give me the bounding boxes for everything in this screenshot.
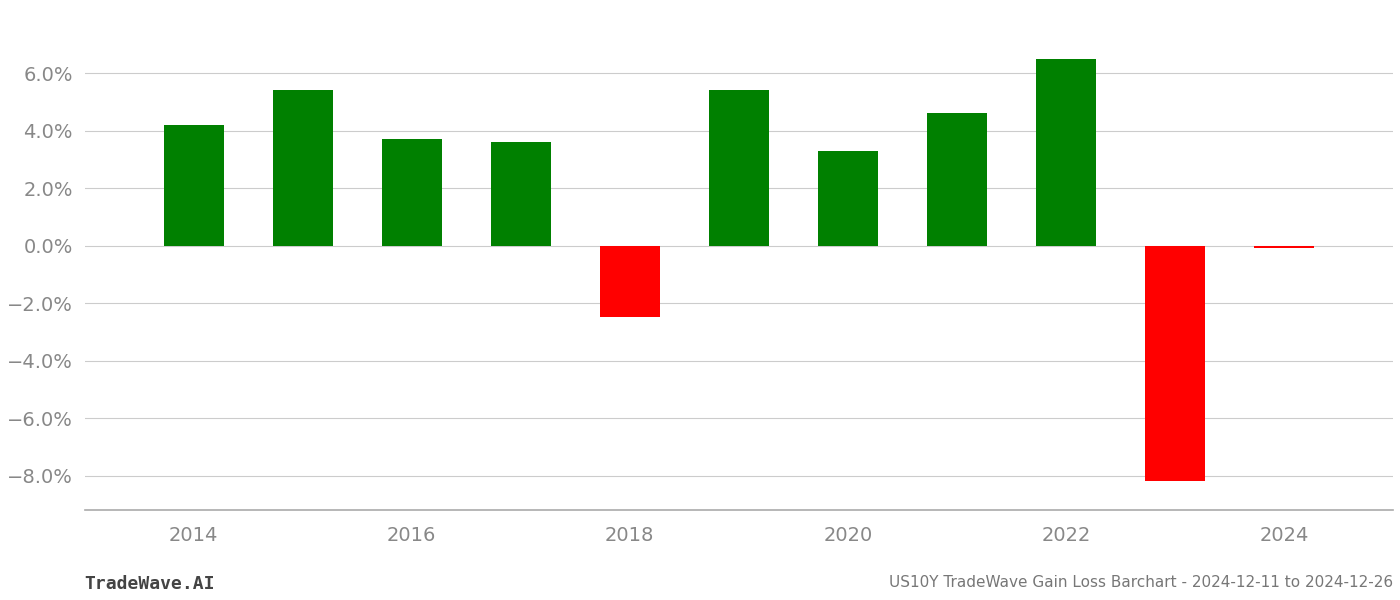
Bar [927, 113, 987, 245]
Bar [818, 151, 878, 245]
Bar [708, 91, 769, 245]
Text: US10Y TradeWave Gain Loss Barchart - 2024-12-11 to 2024-12-26: US10Y TradeWave Gain Loss Barchart - 202… [889, 575, 1393, 590]
Bar [1254, 245, 1315, 248]
Bar [273, 91, 333, 245]
Bar [1036, 59, 1096, 245]
Bar [382, 139, 442, 245]
Bar [491, 142, 550, 245]
Bar [1145, 245, 1205, 481]
Bar [599, 245, 659, 317]
Bar [164, 125, 224, 245]
Text: TradeWave.AI: TradeWave.AI [84, 575, 216, 593]
